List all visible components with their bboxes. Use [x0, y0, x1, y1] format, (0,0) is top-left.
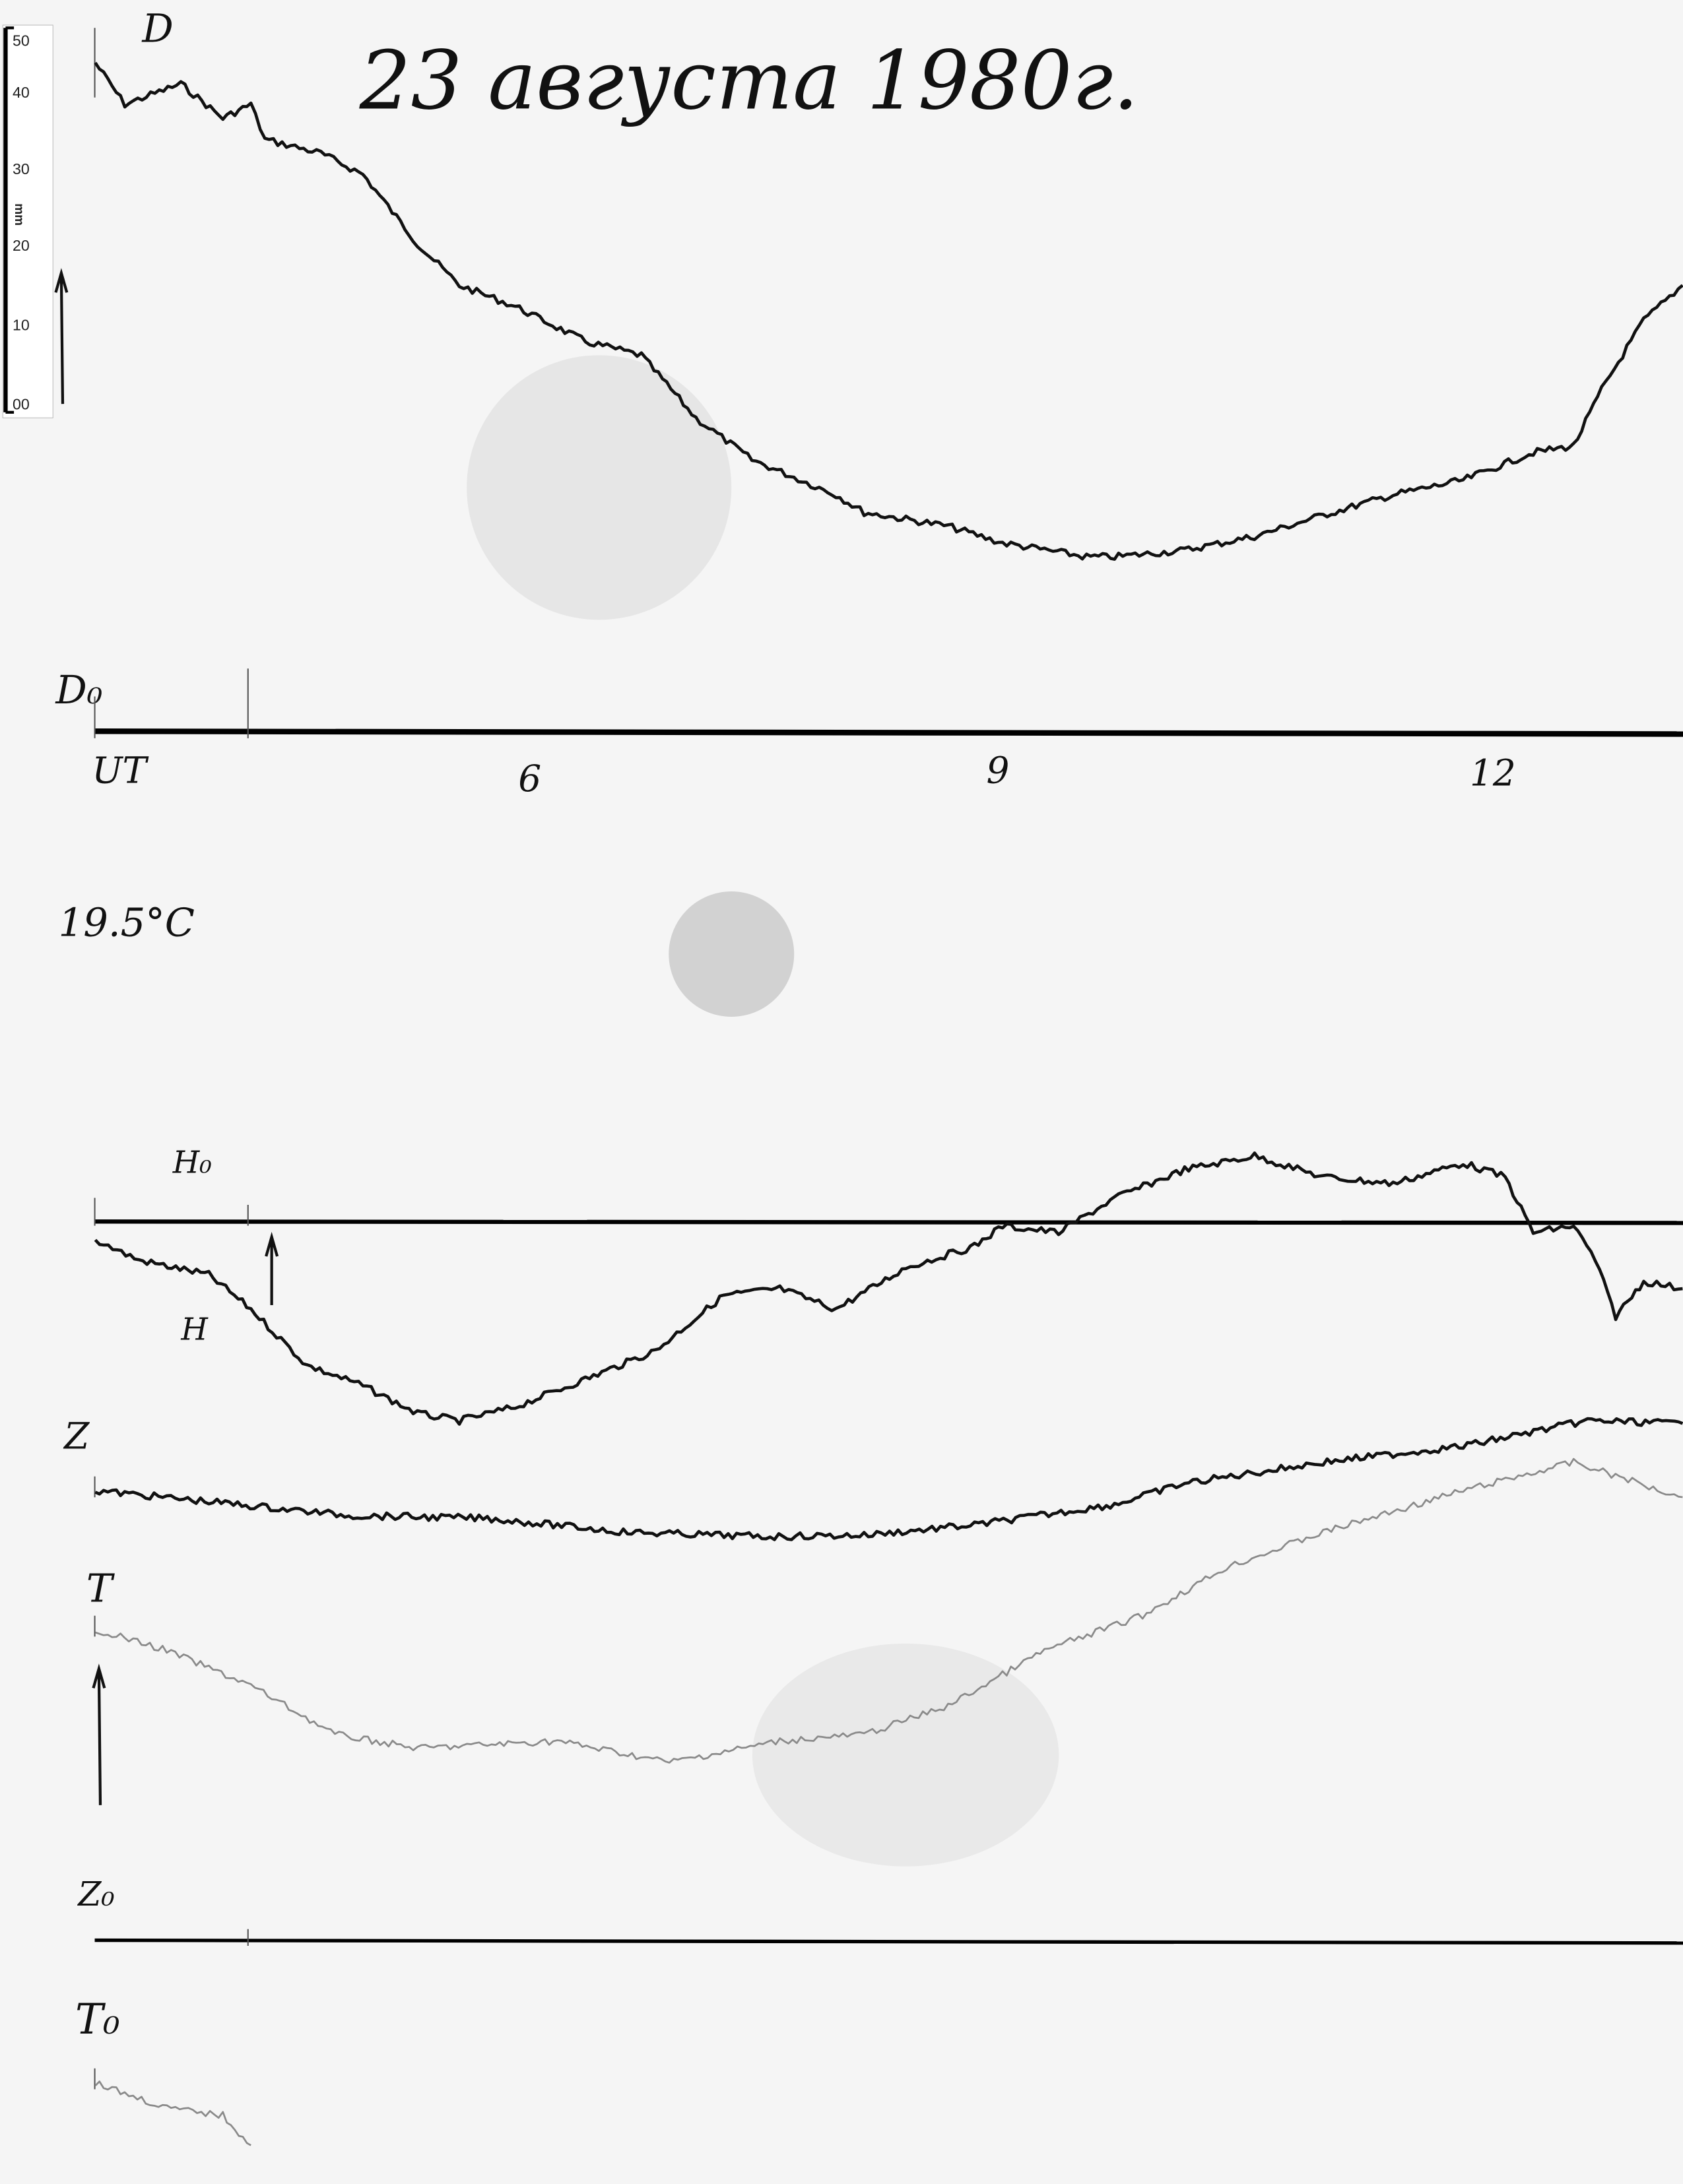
baseline-Z0-T0: [94, 1938, 1683, 1945]
x-unit-label: UT: [92, 749, 148, 791]
scale-tick-30: 30: [13, 160, 30, 177]
trace-Z: [94, 1417, 1683, 1541]
stain: [669, 891, 795, 1017]
scale-tick-50: 50: [13, 32, 30, 49]
start-marks: [94, 28, 249, 2090]
trace-T-segment: [94, 2080, 251, 2146]
scale-tick-10: 10: [13, 316, 30, 333]
scale-bar: 50 40 30 20 10 00 mm: [2, 24, 53, 418]
stain: [467, 355, 732, 620]
trace-H: [94, 1151, 1683, 1426]
x-tick-6: 6: [518, 757, 541, 800]
x-tick-12: 12: [1470, 752, 1516, 794]
label-D: D: [141, 5, 173, 51]
trace-T: [94, 1458, 1683, 1764]
scale-tick-00: 00: [13, 396, 30, 413]
label-T0: T₀: [75, 1995, 120, 2043]
label-H: H: [180, 1312, 209, 1347]
scale-tick-40: 40: [13, 84, 30, 101]
scale-tick-20: 20: [13, 237, 30, 254]
chart-title: 23 августа 1980г.: [359, 34, 1139, 128]
arrow-up-icon: [54, 268, 69, 404]
x-tick-9: 9: [987, 749, 1010, 791]
temperature-label: 19.5°C: [59, 900, 195, 946]
scale-unit: mm: [12, 203, 26, 226]
label-H0: H₀: [172, 1144, 212, 1180]
label-Z0: Z₀: [77, 1875, 115, 1913]
baseline-H0: [94, 1219, 1683, 1225]
label-Z: Z: [63, 1415, 90, 1457]
label-D0: D₀: [55, 667, 102, 713]
baseline-D0: [94, 728, 1683, 737]
trace-D: [94, 61, 1683, 561]
traces: [94, 61, 1683, 2146]
arrow-up-icon: [92, 1663, 106, 1805]
arrow-up-icon: [265, 1231, 279, 1305]
stain: [752, 1643, 1059, 1867]
label-T: T: [86, 1566, 116, 1611]
